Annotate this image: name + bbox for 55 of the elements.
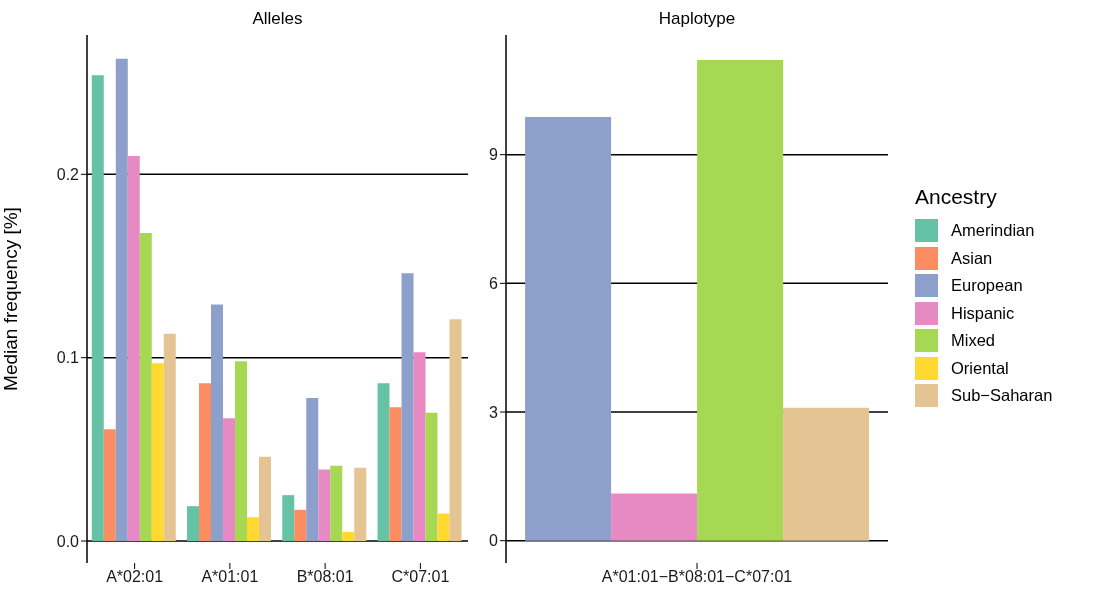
bar [235,361,248,541]
bar [525,116,612,541]
bar [318,469,331,541]
bar [151,363,164,541]
bar [259,456,272,541]
y-axis-title: Median frequency [%] [0,207,21,391]
bar [282,495,295,541]
bar [247,517,260,541]
legend-label: Sub−Saharan [951,386,1053,406]
bar [342,531,355,541]
bar [449,319,462,541]
x-tick-label: A*01:01−B*08:01−C*07:01 [601,568,793,586]
y-tick-label: 6 [489,275,499,293]
y-tick-label: 3 [489,403,499,421]
x-tick-label: C*07:01 [391,568,450,586]
legend-label: Hispanic [951,303,1015,323]
legend-label: European [951,276,1023,296]
y-tick-label: 0 [489,532,499,550]
bar [697,59,784,541]
bar [211,304,224,541]
x-tick-label: A*02:01 [106,568,164,586]
y-tick-label: 9 [489,146,499,164]
bar [139,233,152,541]
bar [115,58,128,541]
bar [223,418,236,541]
bar [783,407,870,541]
x-tick-label: A*01:01 [201,568,259,586]
legend-label: Mixed [951,331,996,351]
bar [163,333,176,541]
y-tick-label: 0.2 [56,166,80,184]
legend-label: Oriental [951,358,1009,378]
bar [425,412,438,541]
bar [330,465,343,541]
bar [354,467,367,541]
bar [294,509,307,541]
chart-title: Haplotype [657,9,737,29]
bar [413,352,426,541]
bar [437,513,450,541]
y-tick-label: 0.0 [56,532,80,550]
chart-title: Alleles [251,9,304,29]
y-tick-label: 0.1 [56,349,80,367]
bar [377,383,390,541]
bar [401,273,414,541]
bar [103,429,116,541]
bar [91,75,104,541]
bar [306,398,319,541]
bar [187,506,200,541]
bar [611,493,698,541]
x-tick-label: B*08:01 [296,568,354,586]
legend-label: Amerindian [951,221,1035,241]
legend-title: Ancestry [915,185,998,209]
bar [127,156,140,541]
legend-label: Asian [951,248,993,268]
bar [199,383,212,541]
bar [389,407,402,541]
